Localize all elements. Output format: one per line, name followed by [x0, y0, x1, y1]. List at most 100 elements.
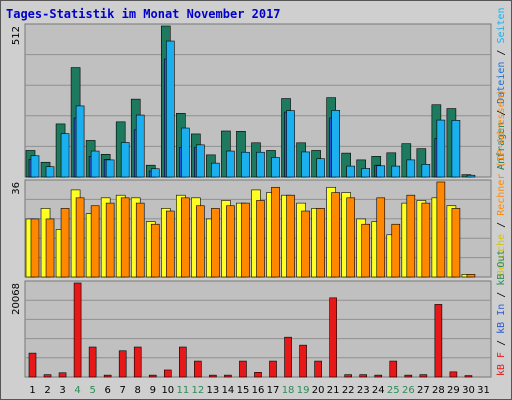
legend-entry: Seiten	[496, 7, 507, 43]
bar-seiten	[165, 40, 175, 178]
legend-entry: kB In	[496, 304, 507, 334]
bar-rechner	[376, 197, 386, 278]
bar-rechner	[150, 223, 160, 278]
bar-rechner	[256, 200, 265, 278]
x-axis-label: 10	[161, 385, 174, 396]
x-axis-label: 3	[59, 385, 65, 396]
legend-entry: Dateien	[496, 62, 507, 104]
legend-entry: kB Out	[496, 250, 507, 286]
x-axis-label: 18	[282, 385, 295, 396]
bar-rechner	[466, 274, 476, 278]
bar-anfragen	[416, 148, 427, 178]
bar-seiten	[361, 168, 371, 178]
bar-seiten	[286, 110, 295, 178]
x-axis-label: 5	[89, 385, 95, 396]
panel-3-background	[24, 280, 492, 378]
bar-kb-f	[103, 374, 112, 378]
bar-rechner	[105, 202, 115, 278]
bar-kb-f	[329, 297, 337, 378]
bar-kb-f	[73, 282, 82, 378]
x-axis-label: 4	[74, 385, 80, 396]
legend-top: Anfragen / Dateien / Seiten	[496, 7, 507, 170]
bar-rechner	[316, 208, 325, 278]
bar-kb-f	[449, 371, 458, 378]
bar-kb-f	[359, 374, 368, 378]
x-axis-label: 6	[104, 385, 110, 396]
x-axis-label: 20	[312, 385, 325, 396]
bar-rechner	[286, 194, 295, 278]
bar-kb-f	[209, 374, 217, 378]
bar-rechner	[346, 197, 355, 278]
x-axis-label: 12	[192, 385, 205, 396]
x-axis-label: 31	[477, 385, 490, 396]
bar-kb-f	[389, 360, 398, 378]
bar-kb-f	[224, 374, 232, 378]
x-axis-label: 28	[432, 385, 445, 396]
bar-kb-f	[299, 344, 307, 378]
y-max-label: 512	[11, 26, 22, 45]
bar-kb-f	[404, 374, 413, 378]
bar-seiten	[75, 105, 85, 178]
bar-rechner	[406, 194, 416, 278]
x-axis-label: 21	[327, 385, 340, 396]
legend-entry: /	[496, 334, 507, 352]
bar-kb-f	[419, 374, 428, 378]
bar-seiten	[451, 120, 461, 178]
bar-rechner	[271, 186, 280, 278]
bar-rechner	[60, 208, 70, 278]
bar-seiten	[256, 151, 265, 178]
x-axis-label: 11	[176, 385, 189, 396]
bar-seiten	[196, 144, 205, 178]
bar-kb-f	[118, 350, 127, 378]
x-axis-label: 27	[417, 385, 430, 396]
bar-seiten	[226, 150, 235, 178]
bar-rechner	[301, 210, 310, 278]
bar-kb-f	[374, 374, 383, 378]
bar-seiten	[60, 133, 70, 178]
bar-seiten	[90, 150, 100, 178]
bar-seiten	[271, 157, 280, 178]
bar-rechner	[181, 197, 190, 278]
x-axis-label: 13	[207, 385, 220, 396]
bar-rechner	[196, 205, 205, 278]
bar-kb-f	[344, 374, 352, 378]
x-axis-label: 19	[297, 385, 310, 396]
y-max-label: 36	[11, 182, 22, 195]
x-axis-label: 2	[44, 385, 50, 396]
bar-anfragen	[341, 152, 351, 178]
legend-entry: /	[496, 216, 507, 234]
bar-rechner	[90, 205, 100, 278]
bar-rechner	[421, 202, 431, 278]
legend-entry: Anfragen	[496, 122, 507, 170]
bar-seiten	[181, 127, 190, 178]
bar-kb-f	[434, 304, 443, 378]
bar-seiten	[391, 165, 401, 178]
bar-seiten	[466, 174, 476, 178]
bar-seiten	[376, 165, 386, 178]
bar-kb-f	[284, 336, 292, 378]
bar-seiten	[331, 110, 340, 178]
bar-seiten	[316, 158, 325, 178]
x-axis-label: 7	[120, 385, 126, 396]
legend-entry: /	[496, 44, 507, 62]
bar-rechner	[361, 223, 371, 278]
legend-entry: kB F	[496, 352, 507, 376]
bar-seiten	[241, 151, 250, 178]
bar-kb-f	[239, 360, 247, 378]
bar-seiten	[346, 165, 355, 178]
legend-middle: Besuche / Rechner (IP-Adressen)	[496, 89, 507, 276]
legend-entry: /	[496, 104, 507, 122]
x-axis-label: 25	[387, 385, 400, 396]
x-axis-label: 14	[222, 385, 235, 396]
bar-kb-f	[194, 360, 202, 378]
bar-seiten	[211, 162, 220, 178]
bar-kb-f	[269, 360, 277, 378]
bar-rechner	[436, 181, 446, 278]
bar-seiten	[120, 142, 130, 178]
x-axis-label: 15	[237, 385, 250, 396]
bar-kb-f	[28, 352, 37, 378]
bar-kb-f	[163, 369, 172, 378]
bar-rechner	[331, 192, 340, 278]
bar-rechner	[211, 208, 220, 278]
